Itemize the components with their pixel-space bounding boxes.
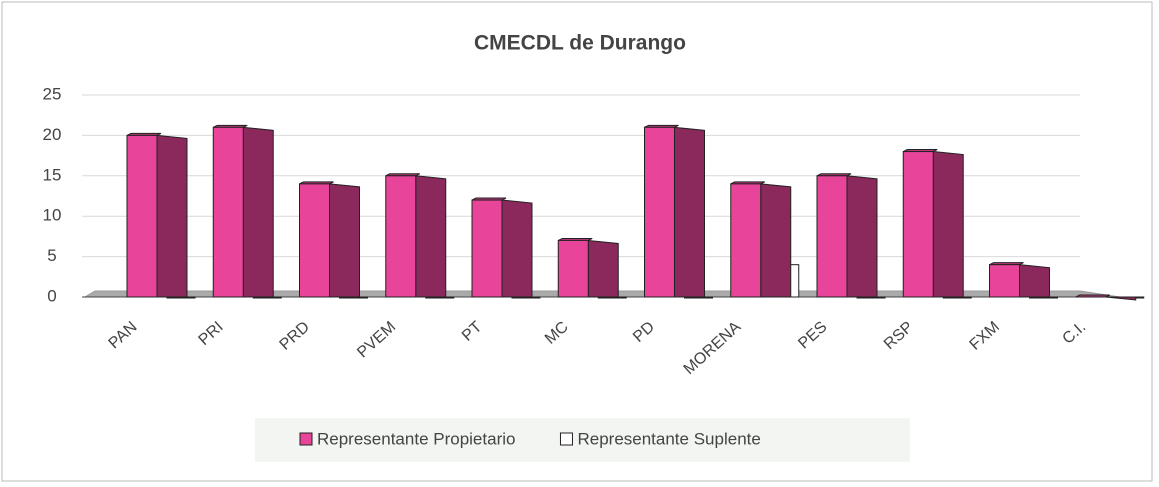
bar [126,134,158,298]
bar [299,183,330,298]
y-tick-label: 0 [47,286,56,305]
y-tick-label: 5 [47,246,56,265]
bar-side [846,175,878,298]
bar-side [415,175,447,298]
legend-label: Representante Suplente [577,429,760,448]
bar-side [1019,264,1050,298]
bar-side [587,239,619,298]
bar-side [760,183,792,298]
bar-side [932,151,964,298]
y-tick-label: 10 [43,206,62,225]
bar [471,199,503,298]
bar [212,126,244,298]
bar-top [1075,294,1110,298]
bar-side [501,199,533,298]
bar [644,126,675,298]
bar-side [242,126,274,298]
bar-side [329,183,360,298]
y-tick-label: 15 [43,165,62,184]
bar [989,264,1020,298]
bar-side [674,126,705,298]
y-tick-label: 20 [43,125,62,144]
bar-side [1105,296,1137,301]
bar [730,183,762,298]
bar [385,175,417,298]
y-tick-label: 25 [43,84,62,103]
bar [816,175,848,298]
legend-label: Representante Propietario [317,429,515,448]
legend-box [255,418,910,462]
legend-swatch [299,432,313,446]
bar [902,151,934,298]
legend-swatch [559,432,573,446]
bar [557,239,589,298]
bar-side [156,134,188,298]
chart-title: CMECDL de Durango [474,32,686,55]
